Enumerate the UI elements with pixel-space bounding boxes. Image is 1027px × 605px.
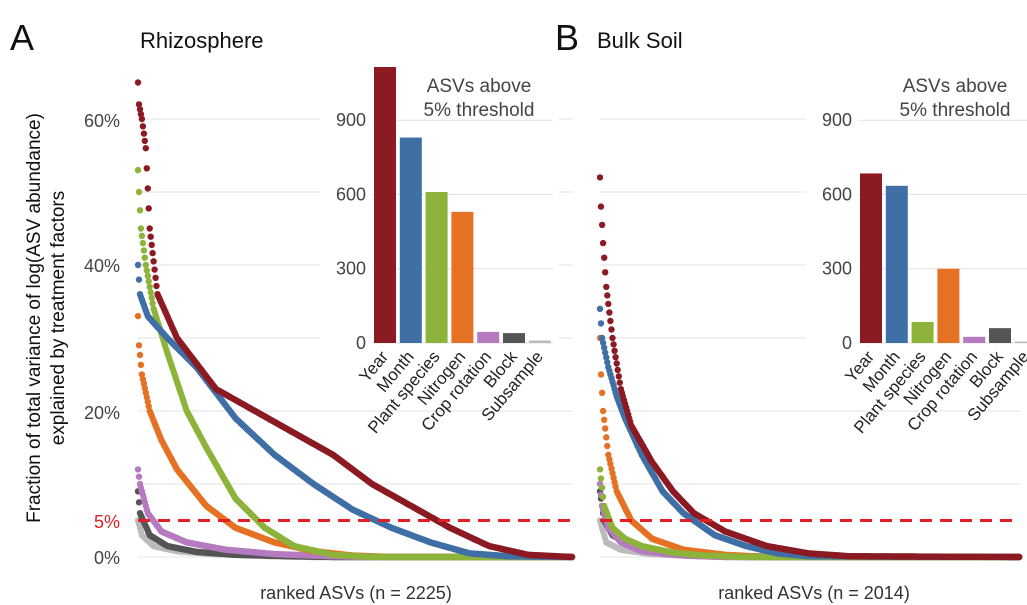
y-tick-label-0: 0% — [94, 548, 120, 568]
panel-a-point-plant-species — [138, 232, 146, 239]
panel-b-point-nitrogen — [597, 371, 605, 378]
panel-a-title: Rhizosphere — [140, 28, 264, 53]
y-tick-label-40: 40% — [84, 256, 120, 276]
panel-a-inset-y-tick-0: 0 — [356, 333, 366, 353]
panel-a-inset-y-tick-1: 300 — [336, 259, 366, 279]
y-tick-label-threshold: 5% — [94, 512, 120, 532]
panel-b-point-plant-species — [598, 484, 606, 491]
panel-a-point-block — [135, 499, 143, 506]
panel-a-point-plant-species — [135, 188, 143, 196]
panel-a-point-nitrogen — [137, 361, 145, 368]
panel-a-point-year — [136, 106, 144, 113]
panel-a-point-year — [147, 233, 154, 240]
panel-a-inset-bar-subsample — [528, 340, 551, 343]
panel-a-point-month — [135, 276, 143, 283]
panel-a-inset-bar-month — [399, 137, 422, 343]
panel-b-point-nitrogen — [603, 434, 610, 441]
panel-a-inset-bar-nitrogen — [451, 211, 474, 343]
panel-a-inset-bar-year — [374, 67, 396, 343]
y-axis-label-line-1: Fraction of total variance of log(ASV ab… — [24, 113, 45, 523]
panel-a-inset-title-line-2: 5% threshold — [424, 100, 535, 121]
panel-a-point-plant-species — [143, 267, 150, 274]
panel-b-point-nitrogen — [599, 407, 607, 415]
panel-a-point-plant-species — [148, 294, 155, 301]
panel-a: A Rhizosphere ranked ASVs (n = 2225) 0 30… — [10, 17, 576, 603]
panel-a-point-plant-species — [140, 247, 148, 254]
panel-a-letter: A — [10, 17, 34, 58]
y-axis-label-line-2: explained by treatment factors — [48, 191, 69, 446]
panel-a-point-year — [568, 553, 576, 561]
panel-a-point-month — [134, 261, 142, 269]
panel-b-point-nitrogen — [604, 442, 611, 450]
panel-a-point-plant-species — [142, 261, 149, 269]
panel-a-x-axis-label: ranked ASVs (n = 2225) — [260, 583, 452, 603]
panel-a-point-plant-species — [139, 239, 147, 247]
panel-a-point-year — [135, 101, 143, 108]
panel-b-point-nitrogen — [598, 389, 606, 396]
panel-a-inset-bar-crop-rotation — [477, 331, 500, 343]
panel-a-point-year — [137, 110, 145, 118]
panel-a-point-year — [151, 266, 158, 273]
panel-b: B Bulk Soil ranked ASVs (n = 2014) 03006… — [555, 17, 1027, 603]
panel-a-inset-y-tick-2: 600 — [336, 184, 366, 204]
panel-a-point-plant-species — [137, 225, 145, 232]
panel-a-point-year — [142, 145, 149, 152]
panel-a-point-plant-species — [141, 254, 148, 261]
panel-b-title: Bulk Soil — [597, 28, 683, 53]
panel-b-point-plant-species — [599, 493, 607, 500]
panel-a-inset-bar-plant-species — [425, 192, 448, 343]
panel-a-point-year — [149, 249, 156, 257]
panel-a-point-year — [150, 258, 157, 265]
panel-a-point-plant-species — [134, 166, 142, 174]
panel-a-inset-bar-block — [503, 333, 525, 343]
panel-b-point-nitrogen — [601, 416, 608, 423]
panel-a-point-year — [148, 241, 155, 249]
panel-a-point-nitrogen — [136, 351, 144, 359]
panel-a-point-year — [152, 274, 159, 281]
panel-a-point-plant-species — [136, 207, 144, 214]
panel-a-point-crop-rotation — [134, 466, 142, 473]
panel-a-point-year — [140, 130, 148, 137]
panel-a-point-plant-species — [144, 272, 151, 280]
panel-a-point-plant-species — [146, 283, 153, 291]
panel-a-point-crop-rotation — [135, 473, 143, 480]
y-tick-label-20: 20% — [84, 403, 120, 423]
panel-a-inset-title-line-1: ASVs above — [427, 76, 532, 97]
panel-a-point-year — [143, 165, 150, 172]
panel-a-point-year — [138, 115, 146, 123]
panel-a-inset-y-tick-3: 900 — [336, 110, 366, 130]
panel-b-series-plant-species — [596, 466, 1023, 561]
panel-a-series — [134, 79, 576, 561]
panel-a-series-plant-species — [134, 166, 576, 561]
panel-a-point-year — [134, 79, 142, 86]
y-tick-label-60: 60% — [84, 111, 120, 131]
panel-a-point-year — [139, 123, 147, 130]
panel-b-series — [596, 174, 1023, 561]
panel-a-point-year — [141, 137, 148, 145]
panel-a-point-nitrogen — [135, 342, 143, 349]
panel-a-point-plant-species — [149, 300, 156, 307]
panel-b-point-nitrogen — [602, 425, 609, 432]
panel-b-point-plant-species — [596, 466, 604, 473]
panel-b-letter: B — [555, 17, 579, 58]
panel-a-point-year — [153, 282, 160, 290]
panel-a-point-year — [145, 205, 152, 212]
panel-a-point-plant-species — [145, 278, 152, 285]
panel-a-point-nitrogen — [134, 312, 142, 320]
panel-a-point-plant-species — [147, 289, 154, 296]
panel-b-point-plant-species — [597, 475, 605, 482]
panel-a-point-year — [146, 225, 153, 232]
panel-a-point-year — [144, 185, 151, 192]
panel-a-series-year — [134, 79, 576, 561]
